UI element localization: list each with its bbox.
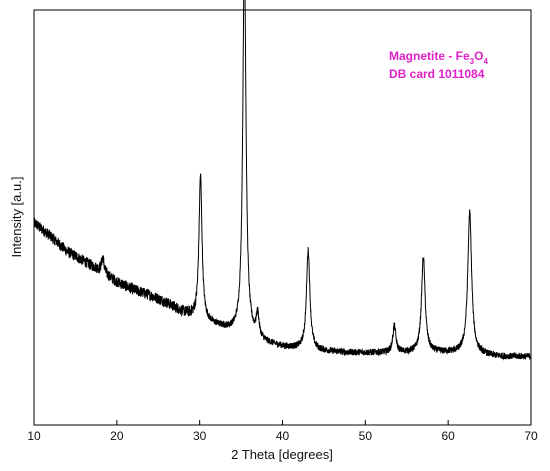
x-tick-label: 70 (524, 429, 538, 443)
phase-label: Magnetite - Fe3O4 (389, 49, 488, 66)
plot-frame (33, 9, 532, 426)
x-axis-title: 2 Theta [degrees] (231, 447, 333, 462)
phase-label-mid: O (474, 49, 483, 63)
x-tick-label: 40 (276, 429, 290, 443)
xrd-pattern-line (33, 0, 532, 361)
x-tick-label: 20 (110, 429, 124, 443)
phase-annotation: Magnetite - Fe3O4 DB card 1011084 (389, 49, 488, 81)
db-card-label: DB card 1011084 (389, 67, 485, 81)
x-tick-label: 30 (193, 429, 207, 443)
x-tick-label: 60 (441, 429, 455, 443)
x-tick-label: 10 (27, 429, 41, 443)
phase-label-sub1: 3 (470, 57, 475, 66)
y-axis-title: Intensity [a.u.] (9, 177, 24, 258)
x-tick-layer: 10 20 30 40 50 60 70 (27, 420, 538, 443)
phase-label-prefix: Magnetite - Fe (389, 49, 470, 63)
phase-label-sub2: 4 (483, 57, 488, 66)
x-tick-label: 50 (359, 429, 373, 443)
